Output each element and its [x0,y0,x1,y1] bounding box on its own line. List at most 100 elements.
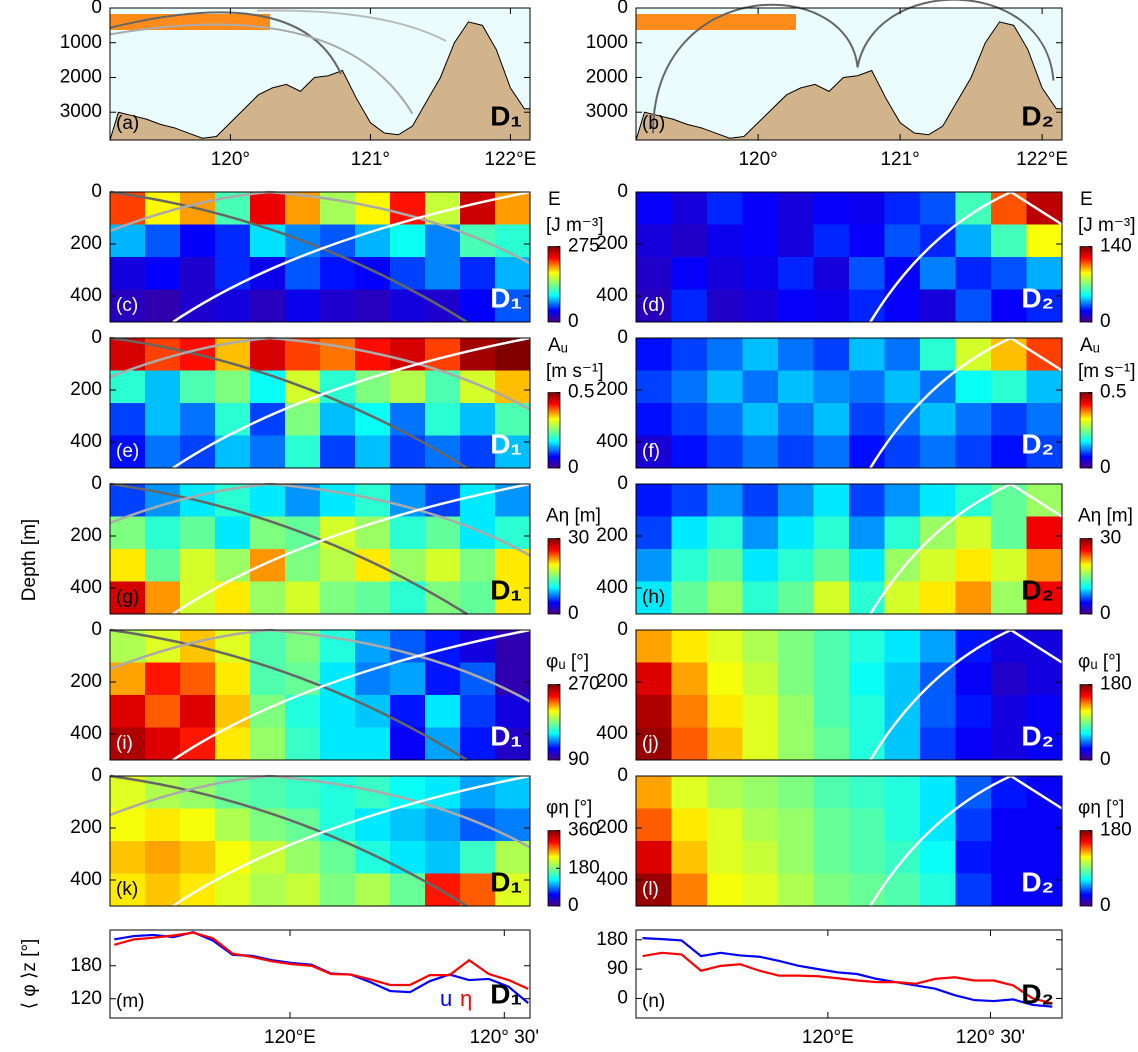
heatmap-cell [636,630,672,663]
heatmap-cell [955,370,992,404]
heatmap-cell [180,841,216,874]
heatmap-cell [742,516,779,550]
colorbar-tick-label: 0 [568,457,579,478]
heatmap-cell [355,581,391,615]
heatmap-cell [215,549,251,582]
x-tick-label: 121° [880,149,919,170]
heatmap-cell [110,695,146,728]
heatmap-cell [707,841,743,874]
heatmap-cell [250,695,286,728]
heatmap-cell [742,549,779,582]
heatmap-cell [320,484,356,517]
heatmap-cell [460,727,496,761]
heatmap-cell [742,841,779,874]
heatmap-cell [355,403,391,436]
heatmap-cell [285,873,321,907]
heatmap-cell [991,338,1027,371]
heatmap-cell [813,338,850,371]
ray-path [172,628,531,762]
heatmap-cell [742,808,779,842]
axes-box [109,7,531,141]
heatmap-cell [215,695,251,728]
heatmap-cell [145,257,181,290]
y-tick-label: 3000 [586,101,628,122]
heatmap-cell [849,549,885,582]
heatmap-cell [813,808,850,842]
axes-box [635,775,1063,907]
heatmap-cell [320,727,356,761]
heatmap-cell [390,370,426,404]
heatmap-cell [390,516,426,550]
heatmap-cell [250,257,286,290]
heatmap-cell [495,695,531,728]
heatmap-cell [849,370,885,404]
panel-label: (f) [642,441,660,462]
heatmap-cell [920,776,956,809]
heatmap-cell [778,257,814,290]
colorbar-tick-label: 0 [1100,895,1111,916]
heatmap-cell [636,484,672,517]
x-tick-label: 120° [211,149,250,170]
heatmap-cell [355,808,391,842]
heatmap-cell [742,727,779,761]
heatmap-cell [991,549,1027,582]
y-tick-label: 200 [70,233,102,254]
heatmap-cell [991,662,1027,696]
heatmap-cell [707,484,743,517]
heatmap-cell [495,808,531,842]
heatmap-cell [884,370,921,404]
heatmap-cell [849,338,885,371]
heatmap-cell [145,403,181,436]
heatmap-cell [742,257,779,290]
heatmap-cell [849,192,885,225]
heatmap-cell [920,630,956,663]
heatmap-cell [991,841,1027,874]
heatmap-cell [884,808,921,842]
ray-path [869,774,1063,907]
heatmap-cell [250,370,286,404]
heatmap-cell [355,841,391,874]
y-tick-label: 400 [596,723,628,744]
heatmap-cell [955,695,992,728]
colorbar-label: Aᵤ [548,335,568,356]
panel-label: (n) [642,991,665,1012]
heatmap-cell [707,370,743,404]
heatmap-cell [1026,370,1063,404]
ray-path [109,190,531,265]
y-tick-label: 180 [596,929,628,950]
heatmap-cell [250,776,286,809]
heatmap-cell [250,727,286,761]
heatmap-cell [742,192,779,225]
panel-annotation: D₂ [1021,428,1054,459]
series-line [113,931,529,990]
heatmap-cell [285,549,321,582]
heatmap-cell [778,727,814,761]
colorbar-tick-label: 180 [568,857,600,878]
y-tick-label: 400 [70,869,102,890]
heatmap-cell [145,662,181,696]
y-tick-label: 0 [617,619,628,640]
heatmap-cell [110,841,146,874]
heatmap-cell [180,695,216,728]
heatmap-cell [215,224,251,258]
heatmap-cell [778,370,814,404]
heatmap-cell [813,403,850,436]
heatmap-cell [991,370,1027,404]
heatmap-cell [636,841,672,874]
heatmap-cell [250,224,286,258]
heatmap-cell [920,257,956,290]
heatmap-cell [636,403,672,436]
heatmap-cell [425,549,461,582]
forcing-bar [636,14,796,30]
heatmap-cell [955,841,992,874]
heatmap-cell [742,873,779,907]
heatmap-cell [778,289,814,323]
y-tick-label: 0 [91,181,102,202]
heatmap-cell [636,516,672,550]
heatmap-cell [355,873,391,907]
heatmap-cell [110,403,146,436]
heatmap-cell [460,435,496,469]
heatmap-cell [955,289,992,323]
heatmap-cell [250,338,286,371]
axes-box [109,929,531,1019]
